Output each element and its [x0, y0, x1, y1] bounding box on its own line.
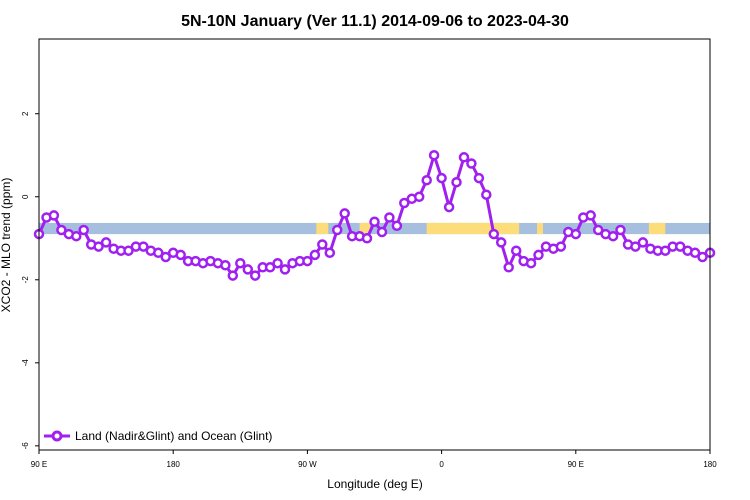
data-point — [160, 251, 171, 263]
data-point — [570, 228, 582, 240]
data-point — [466, 158, 477, 169]
series-line — [37, 153, 711, 278]
data-point — [249, 270, 261, 281]
y-tick-label: -2 — [21, 276, 30, 284]
x-tick-label: 0 — [439, 460, 444, 469]
y-axis: -6 -4 -2 0 2 — [21, 111, 39, 449]
data-point — [309, 249, 321, 261]
series-layer — [33, 149, 716, 281]
data-point — [674, 241, 686, 252]
land-segment — [537, 222, 543, 235]
data-point — [264, 262, 276, 273]
data-point — [78, 224, 89, 236]
data-point — [227, 270, 239, 281]
data-point — [220, 260, 231, 271]
plot-frame — [38, 38, 711, 451]
data-point — [242, 264, 254, 275]
data-point — [93, 241, 104, 252]
data-point — [331, 224, 343, 236]
data-point — [100, 237, 112, 248]
land-segment — [426, 222, 520, 235]
data-point — [71, 230, 82, 242]
y-tick-label: -6 — [21, 442, 30, 450]
x-tick-label: 90 E — [568, 460, 584, 469]
data-point — [153, 247, 164, 259]
surface-band — [39, 222, 710, 235]
data-point — [391, 220, 403, 232]
y-axis-label: XCO2 - MLO trend (ppm) — [0, 178, 13, 313]
data-point — [317, 239, 328, 250]
data-point — [495, 237, 507, 248]
data-point — [175, 249, 186, 261]
data-point — [413, 191, 425, 203]
x-axis-label: Longitude (deg E) — [327, 477, 422, 491]
data-point — [384, 212, 395, 223]
x-tick-label: 90 W — [298, 460, 317, 469]
data-point — [339, 208, 350, 219]
data-point — [361, 233, 373, 244]
data-point — [585, 210, 596, 221]
data-point — [56, 224, 67, 236]
data-point — [324, 247, 336, 259]
legend-entry-label: Land (Nadir&Glint) and Ocean (Glint) — [75, 429, 272, 443]
data-point — [630, 241, 641, 252]
chart-title: 5N-10N January (Ver 11.1) 2014-09-06 to … — [181, 13, 569, 30]
data-point — [637, 237, 649, 248]
data-point — [138, 241, 149, 252]
data-point — [458, 152, 470, 163]
data-point — [376, 226, 388, 238]
y-tick-label: 0 — [21, 194, 30, 199]
data-point — [607, 230, 619, 242]
land-segment — [648, 222, 666, 235]
data-point — [399, 197, 410, 209]
y-tick-label: -4 — [21, 359, 30, 367]
data-point — [235, 257, 246, 269]
x-axis: 90 E 180 90 W 0 90 E 180 — [31, 450, 717, 469]
data-point — [615, 224, 626, 236]
data-point — [481, 189, 492, 200]
x-tick-label: 90 E — [31, 460, 47, 469]
legend-marker-swatch — [51, 430, 63, 442]
data-point — [369, 216, 380, 227]
data-point — [123, 245, 134, 256]
data-point — [592, 224, 604, 236]
data-point — [272, 257, 283, 269]
data-point — [697, 251, 708, 263]
land-segment — [359, 222, 371, 235]
data-point — [48, 210, 60, 221]
y-tick-label: 2 — [21, 111, 30, 116]
legend: Land (Nadir&Glint) and Ocean (Glint) — [44, 429, 272, 443]
data-point — [660, 245, 671, 256]
data-point — [555, 241, 567, 252]
data-point — [689, 247, 701, 259]
data-point — [428, 149, 440, 161]
data-point — [451, 176, 462, 188]
data-point — [473, 172, 485, 184]
data-point — [279, 264, 291, 275]
data-point — [302, 255, 313, 267]
data-point — [510, 245, 522, 256]
ocean-band — [39, 222, 710, 235]
x-tick-label: 180 — [167, 460, 181, 469]
x-tick-label: 180 — [703, 460, 717, 469]
data-point — [533, 249, 544, 261]
data-point — [436, 172, 447, 184]
data-point — [488, 228, 500, 240]
data-point — [503, 262, 514, 273]
data-point — [525, 257, 537, 269]
data-point — [443, 201, 455, 213]
land-segment — [316, 222, 329, 235]
data-point — [421, 174, 432, 186]
